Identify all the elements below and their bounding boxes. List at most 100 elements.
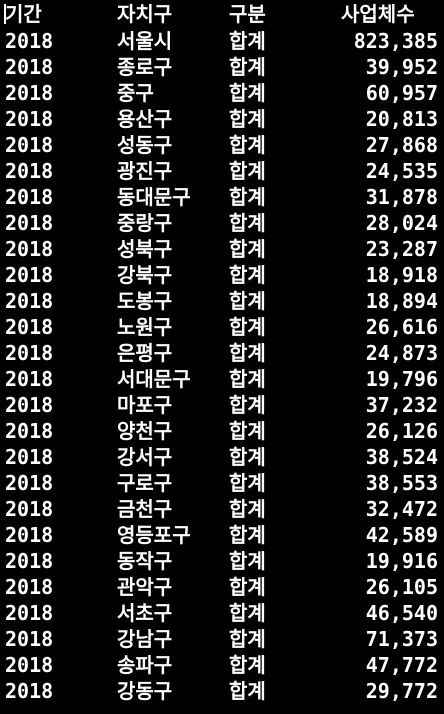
cell-period: 2018 <box>5 211 54 235</box>
table-row: 2018 서초구 합계 46,540 <box>0 600 444 626</box>
cell-category: 합계 <box>229 549 266 573</box>
cell-period: 2018 <box>5 185 54 209</box>
cell-period: 2018 <box>5 81 54 105</box>
table-row: 2018 종로구 합계 39,952 <box>0 54 444 80</box>
cell-count: 42,589 <box>365 523 438 547</box>
table-row: 2018 중구 합계 60,957 <box>0 80 444 106</box>
cell-category: 합계 <box>229 341 266 365</box>
cell-count: 26,616 <box>365 315 438 339</box>
cell-category: 합계 <box>229 653 266 677</box>
table-body: 2018 서울시 합계 823,385 2018 종로구 합계 39,952 2018 중구 합계 6… <box>0 28 444 704</box>
cell-district: 동대문구 <box>117 185 191 209</box>
cell-period: 2018 <box>5 471 54 495</box>
cell-category: 합계 <box>229 679 266 703</box>
table-row: 2018 송파구 합계 47,772 <box>0 652 444 678</box>
table-row: 2018 광진구 합계 24,535 <box>0 158 444 184</box>
cell-period: 2018 <box>5 549 54 573</box>
cell-district: 송파구 <box>117 653 173 677</box>
cell-district: 구로구 <box>117 471 173 495</box>
table-row: 2018 은평구 합계 24,873 <box>0 340 444 366</box>
cell-period: 2018 <box>5 419 54 443</box>
cell-period: 2018 <box>5 601 54 625</box>
table-row: 2018 노원구 합계 26,616 <box>0 314 444 340</box>
table-row: 2018 강북구 합계 18,918 <box>0 262 444 288</box>
header-category: 구분 <box>229 2 266 26</box>
table-row: 2018 마포구 합계 37,232 <box>0 392 444 418</box>
cell-period: 2018 <box>5 289 54 313</box>
cell-district: 영등포구 <box>117 523 191 547</box>
cell-count: 24,535 <box>365 159 438 183</box>
cell-count: 28,024 <box>365 211 438 235</box>
header-count: 사업체수 <box>341 2 415 26</box>
table-row: 2018 용산구 합계 20,813 <box>0 106 444 132</box>
cell-category: 합계 <box>229 289 266 313</box>
cell-category: 합계 <box>229 55 266 79</box>
cell-period: 2018 <box>5 679 54 703</box>
table-row: 2018 강서구 합계 38,524 <box>0 444 444 470</box>
cell-district: 금천구 <box>117 497 173 521</box>
cell-count: 26,126 <box>365 419 438 443</box>
table-row: 2018 성동구 합계 27,868 <box>0 132 444 158</box>
table-row: 2018 동대문구 합계 31,878 <box>0 184 444 210</box>
cell-category: 합계 <box>229 393 266 417</box>
table-row: 2018 도봉구 합계 18,894 <box>0 288 444 314</box>
cell-count: 27,868 <box>365 133 438 157</box>
cell-count: 19,916 <box>365 549 438 573</box>
cell-district: 마포구 <box>117 393 173 417</box>
cell-category: 합계 <box>229 497 266 521</box>
cell-district: 서울시 <box>117 29 173 53</box>
cell-count: 29,772 <box>365 679 438 703</box>
cell-category: 합계 <box>229 107 266 131</box>
table-row: 2018 관악구 합계 26,105 <box>0 574 444 600</box>
cell-period: 2018 <box>5 575 54 599</box>
cell-district: 용산구 <box>117 107 173 131</box>
cell-period: 2018 <box>5 29 54 53</box>
cell-category: 합계 <box>229 601 266 625</box>
table-row: 2018 양천구 합계 26,126 <box>0 418 444 444</box>
cell-count: 823,385 <box>353 29 438 53</box>
table-row: 2018 성북구 합계 23,287 <box>0 236 444 262</box>
cell-district: 동작구 <box>117 549 173 573</box>
table-header: 기간 자치구 구분 사업체수 <box>0 0 444 28</box>
text-cursor <box>4 4 6 24</box>
cell-district: 강동구 <box>117 679 173 703</box>
table-row: 2018 영등포구 합계 42,589 <box>0 522 444 548</box>
cell-period: 2018 <box>5 107 54 131</box>
cell-district: 은평구 <box>117 341 173 365</box>
cell-district: 서대문구 <box>117 367 191 391</box>
header-period: 기간 <box>5 2 42 26</box>
cell-category: 합계 <box>229 523 266 547</box>
cell-district: 중랑구 <box>117 211 173 235</box>
cell-category: 합계 <box>229 159 266 183</box>
cell-period: 2018 <box>5 367 54 391</box>
cell-count: 20,813 <box>365 107 438 131</box>
cell-district: 종로구 <box>117 55 173 79</box>
cell-district: 강서구 <box>117 445 173 469</box>
cell-period: 2018 <box>5 653 54 677</box>
cell-district: 양천구 <box>117 419 173 443</box>
cell-district: 도봉구 <box>117 289 173 313</box>
cell-period: 2018 <box>5 159 54 183</box>
table-row: 2018 동작구 합계 19,916 <box>0 548 444 574</box>
cell-category: 합계 <box>229 133 266 157</box>
header-district: 자치구 <box>117 2 173 26</box>
table-row: 2018 중랑구 합계 28,024 <box>0 210 444 236</box>
table-row: 2018 강남구 합계 71,373 <box>0 626 444 652</box>
cell-count: 31,878 <box>365 185 438 209</box>
cell-district: 광진구 <box>117 159 173 183</box>
table-row: 2018 서울시 합계 823,385 <box>0 28 444 54</box>
cell-period: 2018 <box>5 237 54 261</box>
cell-count: 47,772 <box>365 653 438 677</box>
cell-count: 18,918 <box>365 263 438 287</box>
table-row: 2018 금천구 합계 32,472 <box>0 496 444 522</box>
cell-count: 38,524 <box>365 445 438 469</box>
cell-category: 합계 <box>229 263 266 287</box>
table-row: 2018 구로구 합계 38,553 <box>0 470 444 496</box>
cell-count: 23,287 <box>365 237 438 261</box>
cell-period: 2018 <box>5 497 54 521</box>
cell-count: 60,957 <box>365 81 438 105</box>
cell-period: 2018 <box>5 445 54 469</box>
cell-district: 서초구 <box>117 601 173 625</box>
cell-category: 합계 <box>229 471 266 495</box>
